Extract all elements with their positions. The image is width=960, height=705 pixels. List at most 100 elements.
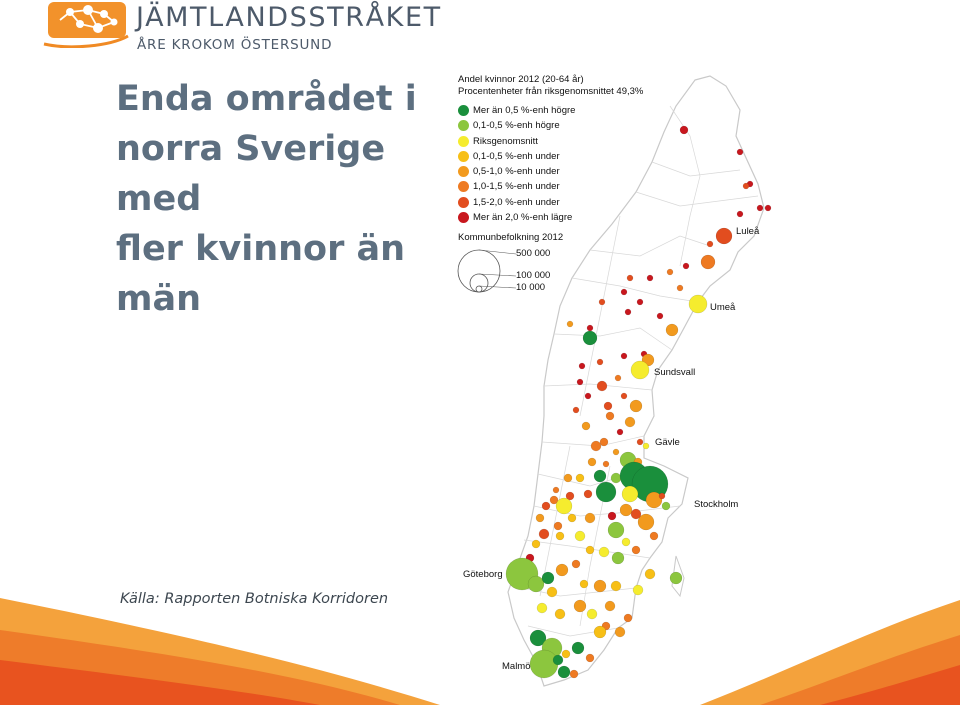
municipality-dots bbox=[505, 125, 772, 679]
legend-label: 0,1-0,5 %-enh under bbox=[473, 150, 560, 162]
municipality-dot bbox=[656, 312, 664, 320]
municipality-dot bbox=[679, 125, 689, 135]
legend-list: Mer än 0,5 %-enh högre 0,1-0,5 %-enh hög… bbox=[458, 103, 678, 225]
legend-swatch bbox=[458, 120, 469, 132]
municipality-dot bbox=[573, 599, 587, 613]
municipality-dot bbox=[583, 489, 593, 499]
municipality-dot bbox=[598, 298, 606, 306]
municipality-dot bbox=[682, 262, 690, 270]
municipality-dot bbox=[629, 399, 643, 413]
legend-label: Mer än 2,0 %-enh lägre bbox=[473, 212, 573, 224]
municipality-dot bbox=[563, 473, 573, 483]
municipality-dot bbox=[614, 626, 626, 638]
size-legend-label: 500 000 bbox=[516, 248, 551, 259]
municipality-dot bbox=[579, 579, 589, 589]
brand-name: JÄMTLANDSSTRÅKET bbox=[136, 2, 442, 33]
municipality-dot bbox=[736, 148, 744, 156]
municipality-dot bbox=[590, 440, 602, 452]
legend-swatch bbox=[458, 166, 469, 178]
municipality-dot bbox=[614, 374, 622, 382]
municipality-dot bbox=[576, 378, 584, 386]
municipality-dot bbox=[567, 513, 577, 523]
municipality-dot bbox=[706, 240, 714, 248]
municipality-dot bbox=[610, 472, 622, 484]
municipality-dot bbox=[636, 438, 644, 446]
title-line: fler kvinnor än bbox=[116, 229, 406, 269]
municipality-dot bbox=[541, 501, 551, 511]
municipality-dot bbox=[584, 512, 596, 524]
legend-subtitle: Procentenheter från riksgenomsnittet 49,… bbox=[458, 86, 644, 97]
municipality-dot bbox=[605, 411, 615, 421]
municipality-dot bbox=[578, 362, 586, 370]
city-label-goteborg: Göteborg bbox=[463, 569, 503, 580]
municipality-dot bbox=[593, 579, 607, 593]
municipality-dot bbox=[595, 481, 617, 503]
municipality-dot bbox=[700, 254, 716, 270]
municipality-dot bbox=[665, 323, 679, 337]
municipality-dot bbox=[610, 580, 622, 592]
municipality-dot bbox=[586, 608, 598, 620]
brand-subtitle: ÅRE KROKOM ÖSTERSUND bbox=[137, 37, 333, 53]
municipality-dot bbox=[620, 288, 628, 296]
municipality-dot bbox=[575, 473, 585, 483]
municipality-dot bbox=[631, 545, 641, 555]
legend-title: Andel kvinnor 2012 (20-64 år) bbox=[458, 74, 584, 85]
legend-item: Mer än 0,5 %-enh högre bbox=[458, 103, 678, 118]
municipality-dot bbox=[624, 308, 632, 316]
city-label-umea: Umeå bbox=[710, 302, 736, 313]
source-note: Källa: Rapporten Botniska Korridoren bbox=[120, 591, 389, 607]
municipality-dot bbox=[715, 227, 733, 245]
municipality-dot bbox=[527, 575, 545, 593]
size-legend-title: Kommunbefolkning 2012 bbox=[458, 232, 564, 243]
legend-swatch bbox=[458, 196, 469, 208]
municipality-dot bbox=[646, 274, 654, 282]
municipality-dot bbox=[630, 360, 650, 380]
municipality-dot bbox=[587, 457, 597, 467]
municipality-dot bbox=[538, 528, 550, 540]
municipality-dot bbox=[531, 539, 541, 549]
legend-item: 0,1-0,5 %-enh under bbox=[458, 149, 678, 164]
municipality-dot bbox=[611, 551, 625, 565]
municipality-dot bbox=[764, 204, 772, 212]
slide-title: Enda området i norra Sverige med fler kv… bbox=[116, 74, 436, 324]
municipality-dot bbox=[658, 492, 666, 500]
municipality-dot bbox=[552, 654, 564, 666]
municipality-dot bbox=[688, 294, 708, 314]
legend-item: 1,0-1,5 %-enh under bbox=[458, 179, 678, 194]
municipality-dot bbox=[626, 274, 634, 282]
municipality-dot bbox=[541, 571, 555, 585]
municipality-dot bbox=[742, 182, 750, 190]
size-legend-circles bbox=[457, 249, 517, 293]
municipality-dot bbox=[557, 665, 571, 679]
title-line: med bbox=[116, 179, 202, 219]
municipality-dot bbox=[549, 495, 559, 505]
size-legend-label: 10 000 bbox=[516, 282, 546, 293]
municipality-dot bbox=[596, 358, 604, 366]
legend-item: Riksgenomsnitt bbox=[458, 134, 678, 149]
municipality-dot bbox=[669, 571, 683, 585]
municipality-dot bbox=[607, 521, 625, 539]
municipality-dot bbox=[553, 521, 563, 531]
municipality-dot bbox=[585, 545, 595, 555]
municipality-dot bbox=[632, 584, 644, 596]
municipality-dot bbox=[645, 491, 663, 509]
municipality-dot bbox=[555, 497, 573, 515]
city-label-sundsvall: Sundsvall bbox=[654, 367, 696, 378]
municipality-dot bbox=[620, 392, 628, 400]
municipality-dot bbox=[593, 469, 607, 483]
municipality-dot bbox=[612, 448, 620, 456]
legend-swatch bbox=[458, 135, 469, 147]
municipality-dot bbox=[574, 530, 586, 542]
municipality-dot bbox=[566, 320, 574, 328]
municipality-dot bbox=[596, 380, 608, 392]
legend-label: 0,5-1,0 %-enh under bbox=[473, 166, 560, 178]
municipality-dot bbox=[621, 537, 631, 547]
municipality-dot bbox=[598, 546, 610, 558]
legend-label: Mer än 0,5 %-enh högre bbox=[473, 105, 576, 116]
title-line: norra Sverige bbox=[116, 129, 386, 169]
legend-swatch bbox=[458, 181, 469, 193]
municipality-dot bbox=[586, 324, 594, 332]
municipality-dot bbox=[582, 330, 598, 346]
municipality-dot bbox=[602, 460, 610, 468]
municipality-dot bbox=[621, 485, 639, 503]
